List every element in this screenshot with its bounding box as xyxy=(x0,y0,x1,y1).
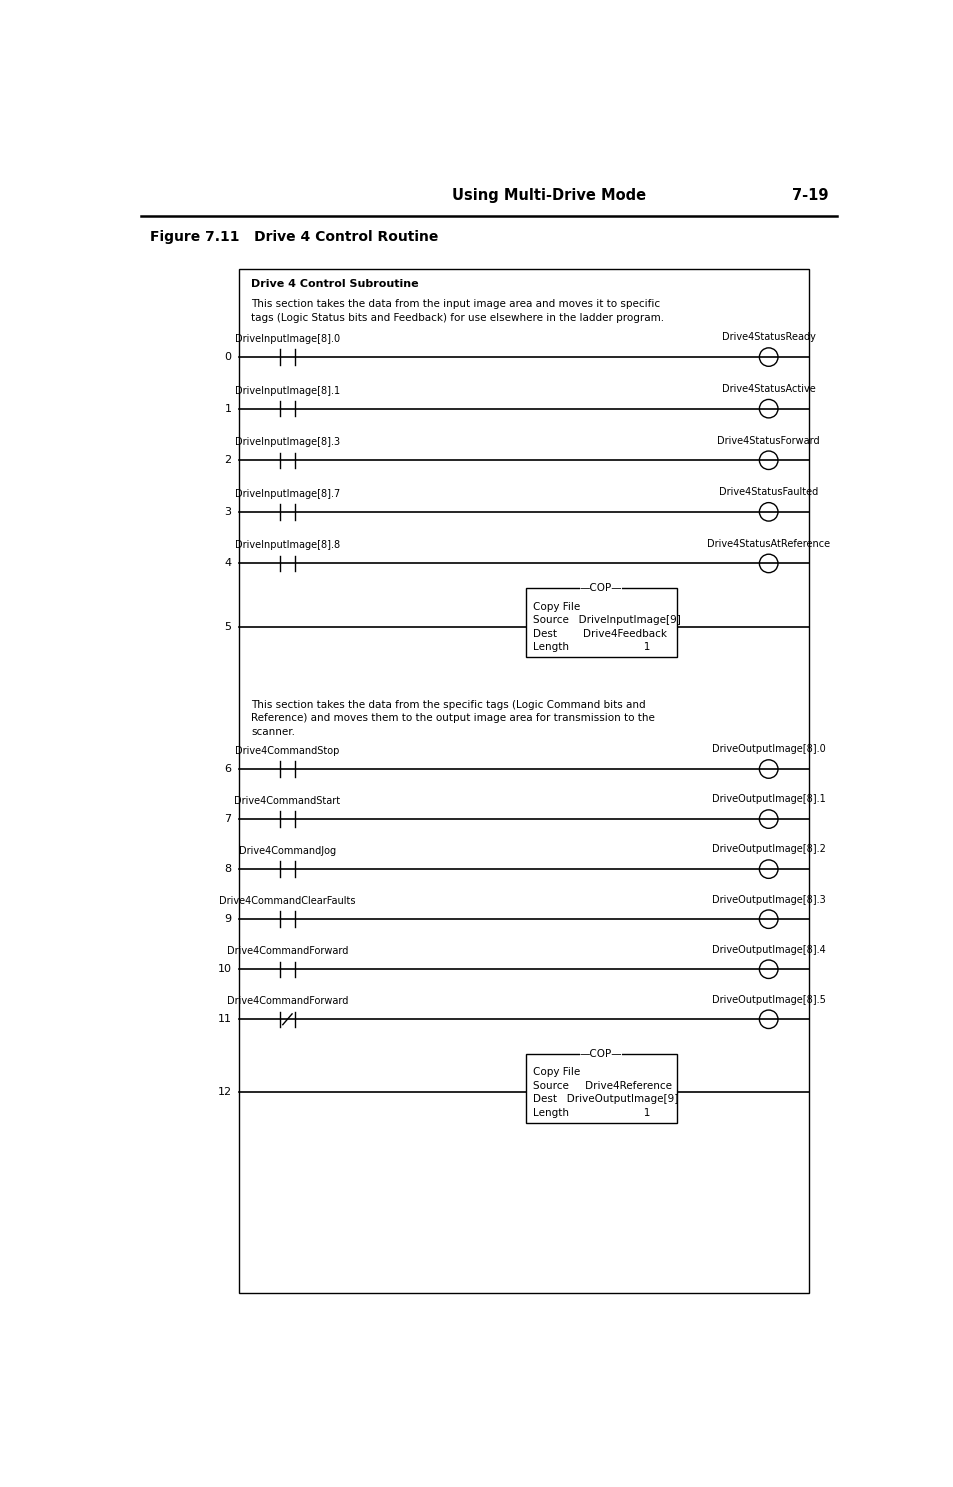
Bar xyxy=(525,587,676,657)
Text: Source   DriveInputImage[9]: Source DriveInputImage[9] xyxy=(533,616,680,625)
Text: DriveInputImage[8].1: DriveInputImage[8].1 xyxy=(234,385,339,396)
Text: Drive4StatusForward: Drive4StatusForward xyxy=(717,436,820,446)
Text: 8: 8 xyxy=(224,864,232,874)
Text: 12: 12 xyxy=(217,1087,232,1097)
Text: Length                       1: Length 1 xyxy=(533,642,650,653)
Text: DriveOutputImage[8].2: DriveOutputImage[8].2 xyxy=(711,845,824,855)
Text: 3: 3 xyxy=(224,507,232,517)
Text: This section takes the data from the specific tags (Logic Command bits and
Refer: This section takes the data from the spe… xyxy=(251,700,654,738)
Text: Copy File: Copy File xyxy=(533,602,580,611)
Text: Dest        Drive4Feedback: Dest Drive4Feedback xyxy=(533,629,666,638)
Text: This section takes the data from the input image area and moves it to specific
t: This section takes the data from the inp… xyxy=(251,299,663,323)
Text: DriveInputImage[8].8: DriveInputImage[8].8 xyxy=(234,540,339,550)
Text: 0: 0 xyxy=(224,352,232,361)
Text: 4: 4 xyxy=(224,559,232,568)
Text: Copy File: Copy File xyxy=(533,1068,580,1078)
Text: 5: 5 xyxy=(224,622,232,632)
Text: Using Multi-Drive Mode: Using Multi-Drive Mode xyxy=(452,187,645,204)
Text: Drive4CommandClearFaults: Drive4CommandClearFaults xyxy=(219,897,355,906)
Text: 2: 2 xyxy=(224,455,232,465)
Text: DriveOutputImage[8].1: DriveOutputImage[8].1 xyxy=(711,794,824,804)
Text: Drive4CommandForward: Drive4CommandForward xyxy=(227,946,348,956)
Text: 10: 10 xyxy=(217,964,232,974)
Text: 7-19: 7-19 xyxy=(791,187,827,204)
Text: Drive4CommandForward: Drive4CommandForward xyxy=(227,996,348,1007)
Text: —COP—: —COP— xyxy=(579,583,621,593)
Text: DriveInputImage[8].7: DriveInputImage[8].7 xyxy=(234,489,339,498)
Text: DriveOutputImage[8].5: DriveOutputImage[8].5 xyxy=(711,995,824,1005)
Text: Drive4CommandStart: Drive4CommandStart xyxy=(234,796,340,806)
Text: DriveInputImage[8].0: DriveInputImage[8].0 xyxy=(234,335,339,343)
Text: Source     Drive4Reference: Source Drive4Reference xyxy=(533,1081,672,1091)
Text: DriveInputImage[8].3: DriveInputImage[8].3 xyxy=(234,437,339,448)
Text: DriveOutputImage[8].3: DriveOutputImage[8].3 xyxy=(711,895,824,904)
Text: Drive4StatusFaulted: Drive4StatusFaulted xyxy=(719,488,818,497)
Bar xyxy=(239,269,808,1292)
Text: Dest   DriveOutputImage[9]: Dest DriveOutputImage[9] xyxy=(533,1094,678,1105)
Text: 9: 9 xyxy=(224,915,232,925)
Text: Drive4CommandStop: Drive4CommandStop xyxy=(235,746,339,755)
Text: 11: 11 xyxy=(217,1014,232,1025)
Text: Length                       1: Length 1 xyxy=(533,1108,650,1118)
Text: DriveOutputImage[8].4: DriveOutputImage[8].4 xyxy=(711,944,824,955)
Text: Figure 7.11   Drive 4 Control Routine: Figure 7.11 Drive 4 Control Routine xyxy=(150,230,438,244)
Text: 1: 1 xyxy=(224,403,232,413)
Text: Drive4StatusAtReference: Drive4StatusAtReference xyxy=(706,538,829,549)
Text: Drive 4 Control Subroutine: Drive 4 Control Subroutine xyxy=(251,278,418,288)
Text: 6: 6 xyxy=(224,764,232,775)
Text: Drive4StatusActive: Drive4StatusActive xyxy=(721,384,815,394)
Text: —COP—: —COP— xyxy=(579,1048,621,1059)
Text: Drive4StatusReady: Drive4StatusReady xyxy=(721,333,815,342)
Text: 7: 7 xyxy=(224,813,232,824)
Text: Drive4CommandJog: Drive4CommandJog xyxy=(238,846,335,857)
Text: DriveOutputImage[8].0: DriveOutputImage[8].0 xyxy=(711,745,824,754)
Bar xyxy=(525,1054,676,1123)
